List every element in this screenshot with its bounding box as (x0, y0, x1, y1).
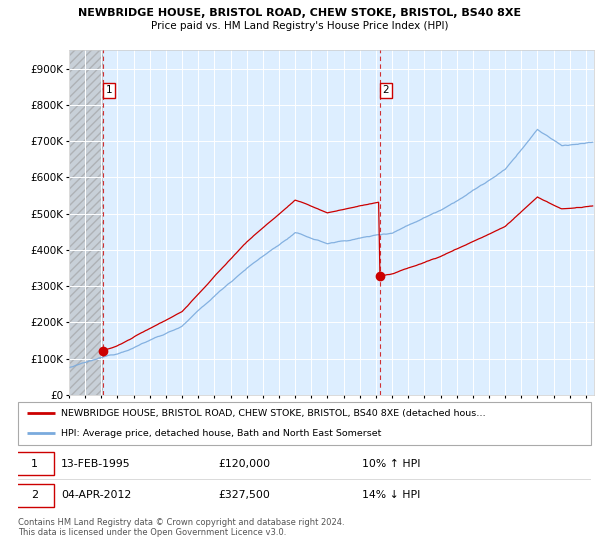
Text: 2: 2 (31, 490, 38, 500)
Text: £120,000: £120,000 (218, 459, 271, 469)
Text: NEWBRIDGE HOUSE, BRISTOL ROAD, CHEW STOKE, BRISTOL, BS40 8XE: NEWBRIDGE HOUSE, BRISTOL ROAD, CHEW STOK… (79, 8, 521, 18)
Text: £327,500: £327,500 (218, 490, 271, 500)
Bar (69, 50, 103, 395)
Text: 04-APR-2012: 04-APR-2012 (61, 490, 131, 500)
FancyBboxPatch shape (15, 452, 54, 475)
Text: Contains HM Land Registry data © Crown copyright and database right 2024.
This d: Contains HM Land Registry data © Crown c… (18, 518, 344, 538)
Text: HPI: Average price, detached house, Bath and North East Somerset: HPI: Average price, detached house, Bath… (61, 429, 382, 438)
Text: 2: 2 (383, 85, 389, 95)
Text: NEWBRIDGE HOUSE, BRISTOL ROAD, CHEW STOKE, BRISTOL, BS40 8XE (detached hous…: NEWBRIDGE HOUSE, BRISTOL ROAD, CHEW STOK… (61, 409, 486, 418)
Text: 1: 1 (106, 85, 112, 95)
FancyBboxPatch shape (18, 402, 591, 445)
Text: 14% ↓ HPI: 14% ↓ HPI (362, 490, 420, 500)
Text: 1: 1 (31, 459, 38, 469)
FancyBboxPatch shape (15, 484, 54, 507)
Text: Price paid vs. HM Land Registry's House Price Index (HPI): Price paid vs. HM Land Registry's House … (151, 21, 449, 31)
Text: 13-FEB-1995: 13-FEB-1995 (61, 459, 131, 469)
Text: 10% ↑ HPI: 10% ↑ HPI (362, 459, 420, 469)
